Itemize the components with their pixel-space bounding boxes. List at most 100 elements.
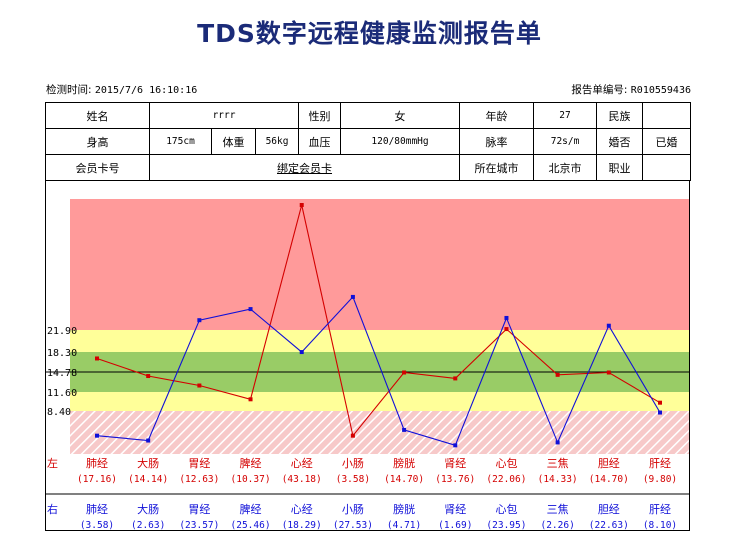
ethnicity-label: 民族 [596, 102, 644, 129]
category-label: 肾经 [444, 503, 466, 516]
y-tick-label: 14.78 [47, 368, 77, 379]
value-label: (2.26) [540, 520, 574, 531]
data-point [146, 438, 151, 443]
category-label: 胃经 [188, 457, 210, 470]
height-label: 身高 [45, 128, 150, 155]
category-label: 肝经 [649, 457, 671, 470]
patient-info-table: 姓名 rrrr 性别 女 年龄 27 民族 身高 175cm 体重 56kg 血… [45, 102, 692, 181]
category-label: 肝经 [649, 503, 671, 516]
value-label: (25.46) [231, 520, 271, 531]
value-label: (10.37) [231, 474, 271, 485]
data-point [350, 294, 355, 299]
value-label: (27.53) [333, 520, 373, 531]
value-label: (2.63) [131, 520, 165, 531]
detection-time-value: 2015/7/6 16:10:16 [94, 85, 198, 96]
value-label: (22.63) [589, 520, 629, 531]
category-label: 小肠 [342, 503, 364, 516]
data-point [606, 323, 611, 328]
data-point [453, 376, 458, 381]
category-label: 心经 [291, 503, 313, 516]
category-label: 大肠 [137, 502, 159, 516]
data-point [606, 370, 611, 375]
data-point [95, 433, 99, 438]
detection-time: 检测时间: 2015/7/6 16:10:16 [46, 82, 197, 97]
data-point [299, 350, 304, 355]
report-number: 报告单编号: R010559436 [571, 82, 691, 97]
category-label: 心经 [291, 457, 313, 470]
value-label: (14.14) [128, 474, 168, 485]
band-2 [70, 352, 689, 372]
age-value: 27 [533, 102, 598, 129]
value-label: (8.10) [643, 520, 677, 531]
data-point [197, 383, 202, 388]
data-point [402, 427, 407, 432]
city-label: 所在城市 [459, 154, 535, 181]
value-label: (3.58) [80, 520, 114, 531]
category-label: 胃经 [188, 503, 210, 516]
value-label: (1.69) [438, 520, 472, 531]
band-5 [70, 411, 689, 454]
data-point [197, 318, 202, 323]
name-label: 姓名 [45, 102, 150, 129]
category-label: 大肠 [137, 456, 159, 470]
data-point [350, 433, 355, 438]
category-label: 脾经 [240, 502, 262, 516]
data-point [504, 315, 509, 320]
data-point [658, 400, 662, 405]
data-point [555, 372, 560, 377]
y-tick-label: 18.30 [47, 348, 77, 359]
y-tick-label: 8.40 [47, 407, 71, 418]
marital-label: 婚否 [596, 128, 644, 155]
category-label: 小肠 [342, 457, 364, 470]
band-1 [70, 330, 689, 352]
data-point [504, 327, 509, 332]
series-line-0 [96, 204, 661, 437]
weight-value: 56kg [254, 128, 300, 155]
y-tick-label: 21.90 [47, 326, 77, 337]
value-label: (14.70) [384, 474, 424, 485]
data-point [402, 370, 407, 375]
band-3 [70, 372, 689, 392]
chart-frame [45, 180, 690, 531]
data-point [95, 356, 99, 361]
value-label: (43.18) [282, 474, 322, 485]
member-card-label: 会员卡号 [45, 154, 150, 181]
report-number-label: 报告单编号: [571, 84, 628, 96]
category-label: 肺经 [86, 457, 108, 470]
y-tick-label: 11.60 [47, 388, 77, 399]
detection-time-label: 检测时间: [46, 84, 92, 96]
data-point [248, 397, 253, 402]
value-label: (23.57) [179, 520, 219, 531]
series-line-1 [96, 295, 661, 446]
job-value [642, 154, 692, 181]
value-label: (14.33) [538, 474, 578, 485]
category-label: 三焦 [547, 503, 569, 516]
category-label: 胆经 [598, 457, 620, 470]
data-point [299, 203, 304, 207]
job-label: 职业 [596, 154, 644, 181]
data-point [658, 410, 662, 415]
band-4 [70, 392, 689, 411]
category-label: 肺经 [86, 503, 108, 516]
value-label: (9.80) [643, 474, 677, 485]
value-label: (17.16) [77, 474, 117, 485]
value-label: (14.70) [589, 474, 629, 485]
value-label: (3.58) [336, 474, 370, 485]
report-title: TDS数字远程健康监测报告单 [197, 19, 542, 48]
series-name-label: 右 [47, 502, 58, 516]
category-label: 三焦 [547, 457, 569, 470]
series-name-label: 左 [47, 457, 58, 470]
data-point [248, 307, 253, 312]
bind-member-card-link[interactable]: 绑定会员卡 [148, 154, 461, 181]
value-label: (4.71) [387, 520, 421, 531]
marital-value: 已婚 [642, 128, 692, 155]
category-label: 膀胱 [393, 456, 415, 470]
data-point [146, 374, 151, 379]
category-label: 心包 [495, 503, 517, 516]
value-label: (22.06) [486, 474, 526, 485]
value-label: (23.95) [486, 520, 526, 531]
band-0 [70, 199, 689, 330]
data-point [555, 440, 560, 445]
category-label: 肾经 [444, 457, 466, 470]
